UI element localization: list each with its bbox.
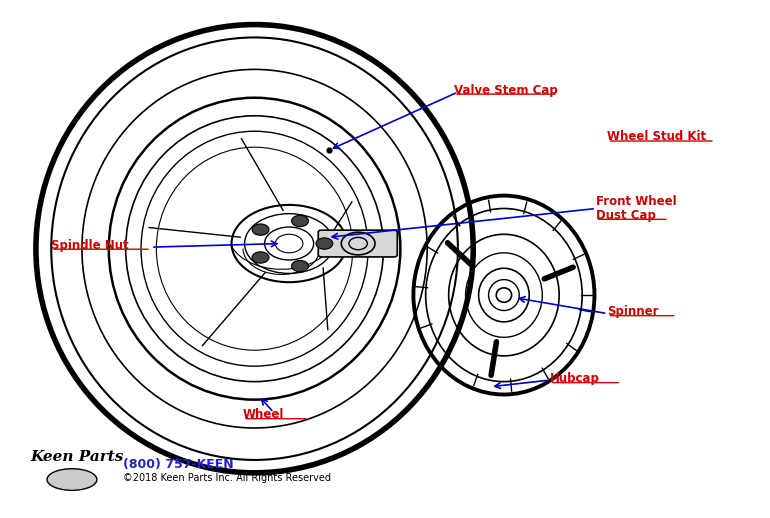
Text: Front Wheel: Front Wheel: [596, 195, 677, 208]
Circle shape: [252, 224, 269, 235]
Text: Dust Cap: Dust Cap: [596, 209, 656, 222]
Text: Keen Parts: Keen Parts: [31, 450, 124, 464]
Circle shape: [252, 252, 269, 263]
Text: Spindle Nut: Spindle Nut: [52, 239, 129, 252]
Text: (800) 757-KEEN: (800) 757-KEEN: [122, 458, 233, 471]
FancyBboxPatch shape: [318, 230, 397, 257]
Text: Valve Stem Cap: Valve Stem Cap: [454, 83, 557, 96]
Circle shape: [316, 238, 333, 249]
Text: Hubcap: Hubcap: [550, 372, 600, 385]
Ellipse shape: [47, 469, 97, 491]
Circle shape: [292, 215, 309, 227]
Text: Wheel Stud Kit: Wheel Stud Kit: [608, 131, 707, 143]
Circle shape: [292, 261, 309, 272]
Text: Wheel: Wheel: [243, 408, 284, 421]
Text: ©2018 Keen Parts Inc. All Rights Reserved: ©2018 Keen Parts Inc. All Rights Reserve…: [122, 472, 330, 483]
Text: Spinner: Spinner: [608, 305, 659, 318]
